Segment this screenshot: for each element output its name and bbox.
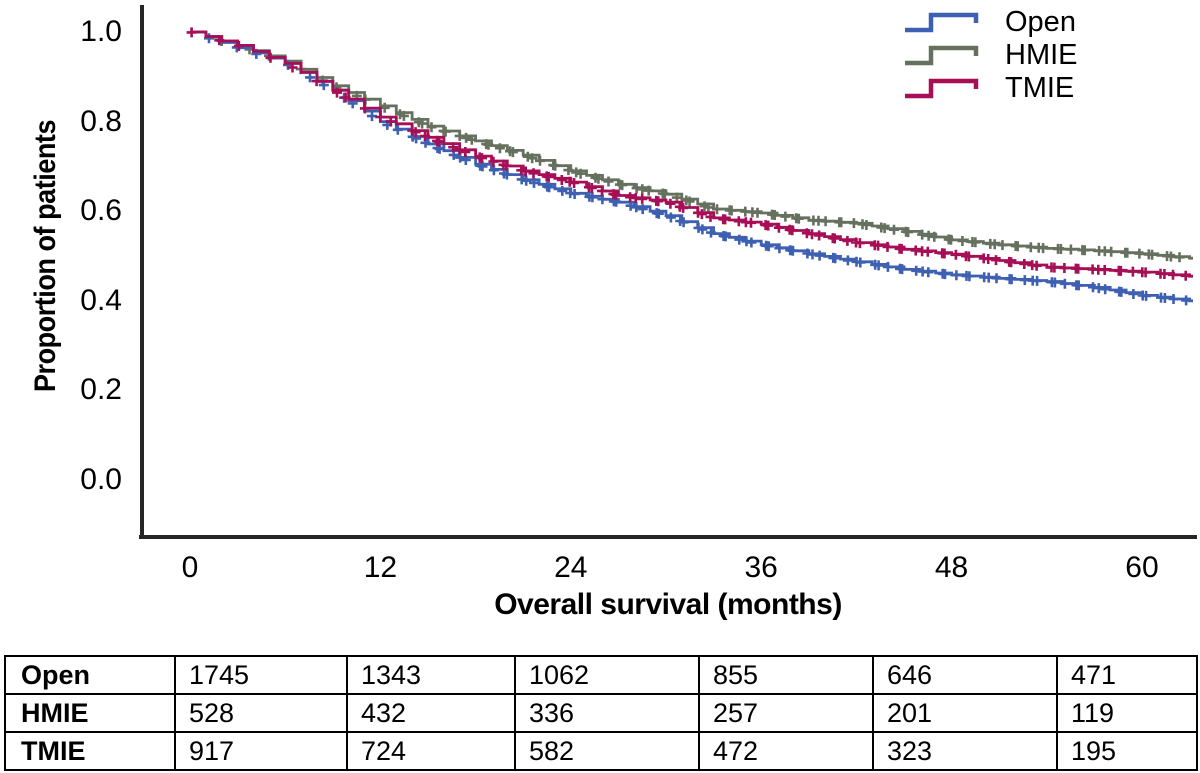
- at-risk-count-cell: 201: [872, 693, 1058, 733]
- legend-step-symbol-icon: [905, 78, 979, 98]
- legend-item-tmie: TMIE: [902, 72, 1078, 105]
- y-tick-label: 0.6: [80, 194, 122, 228]
- at-risk-count-cell: 336: [514, 693, 700, 733]
- legend-label: HMIE: [1005, 39, 1078, 71]
- table-row-hmie: HMIE 528 432 336 257 201 119: [4, 693, 1198, 733]
- at-risk-count-cell: 119: [1056, 693, 1198, 733]
- legend-item-open: Open: [902, 6, 1078, 39]
- y-tick-label: 0.8: [80, 104, 122, 138]
- row-label-cell: Open: [4, 655, 176, 695]
- at-risk-count-cell: 646: [872, 655, 1058, 695]
- at-risk-count-cell: 582: [514, 731, 700, 771]
- x-tick-label: 24: [554, 551, 588, 584]
- table-row-tmie: TMIE 917 724 582 472 323 195: [4, 731, 1198, 771]
- y-axis-title: Proportion of patients: [29, 119, 62, 393]
- row-label-cell: HMIE: [4, 693, 176, 733]
- legend-label: TMIE: [1005, 72, 1075, 104]
- at-risk-count-cell: 471: [1056, 655, 1198, 695]
- legend: Open HMIE TMIE: [902, 6, 1078, 105]
- x-tick-label: 48: [934, 551, 969, 584]
- table-row-open: Open 1745 1343 1062 855 646 471: [4, 655, 1198, 695]
- censor-marks-tmie: [186, 27, 1191, 281]
- at-risk-count-cell: 323: [872, 731, 1058, 771]
- x-tick-label: 60: [1125, 551, 1159, 584]
- at-risk-count-cell: 528: [174, 693, 348, 733]
- km-plot-svg: [139, 5, 1197, 539]
- at-risk-count-cell: 257: [698, 693, 874, 733]
- x-tick-label: 36: [744, 551, 778, 584]
- at-risk-count-cell: 1062: [514, 655, 700, 695]
- y-tick-label: 0.4: [80, 283, 122, 317]
- x-tick-label: 0: [181, 551, 199, 584]
- numbers-at-risk-table: Open 1745 1343 1062 855 646 471 HMIE 528 432 336 25…: [4, 655, 1198, 771]
- axis-lines: [139, 5, 1197, 539]
- legend-item-hmie: HMIE: [902, 39, 1078, 72]
- y-tick-label: 0.0: [80, 463, 122, 496]
- x-tick-label: 12: [363, 551, 398, 584]
- at-risk-count-cell: 724: [346, 731, 516, 771]
- row-label-cell: TMIE: [4, 731, 176, 771]
- censor-marks-open: [204, 33, 1192, 306]
- y-tick-label: 0.2: [80, 373, 122, 407]
- legend-step-symbol-icon: [905, 45, 979, 65]
- legend-label: Open: [1005, 6, 1076, 38]
- x-axis-title: Overall survival (months): [494, 588, 842, 621]
- at-risk-count-cell: 432: [346, 693, 516, 733]
- legend-step-symbol-icon: [905, 12, 979, 32]
- at-risk-count-cell: 472: [698, 731, 874, 771]
- plot-area: Proportion of patients 1.0 0.8 0.6 0.4 0.2 0.…: [29, 5, 1197, 621]
- y-tick-label: 1.0: [80, 15, 122, 48]
- at-risk-count-cell: 917: [174, 731, 348, 771]
- at-risk-count-cell: 1343: [346, 655, 516, 695]
- risk-table: Open 1745 1343 1062 855 646 471 HMIE 528 432 336 25…: [4, 655, 1198, 771]
- at-risk-count-cell: 195: [1056, 731, 1198, 771]
- at-risk-count-cell: 1745: [174, 655, 348, 695]
- at-risk-count-cell: 855: [698, 655, 874, 695]
